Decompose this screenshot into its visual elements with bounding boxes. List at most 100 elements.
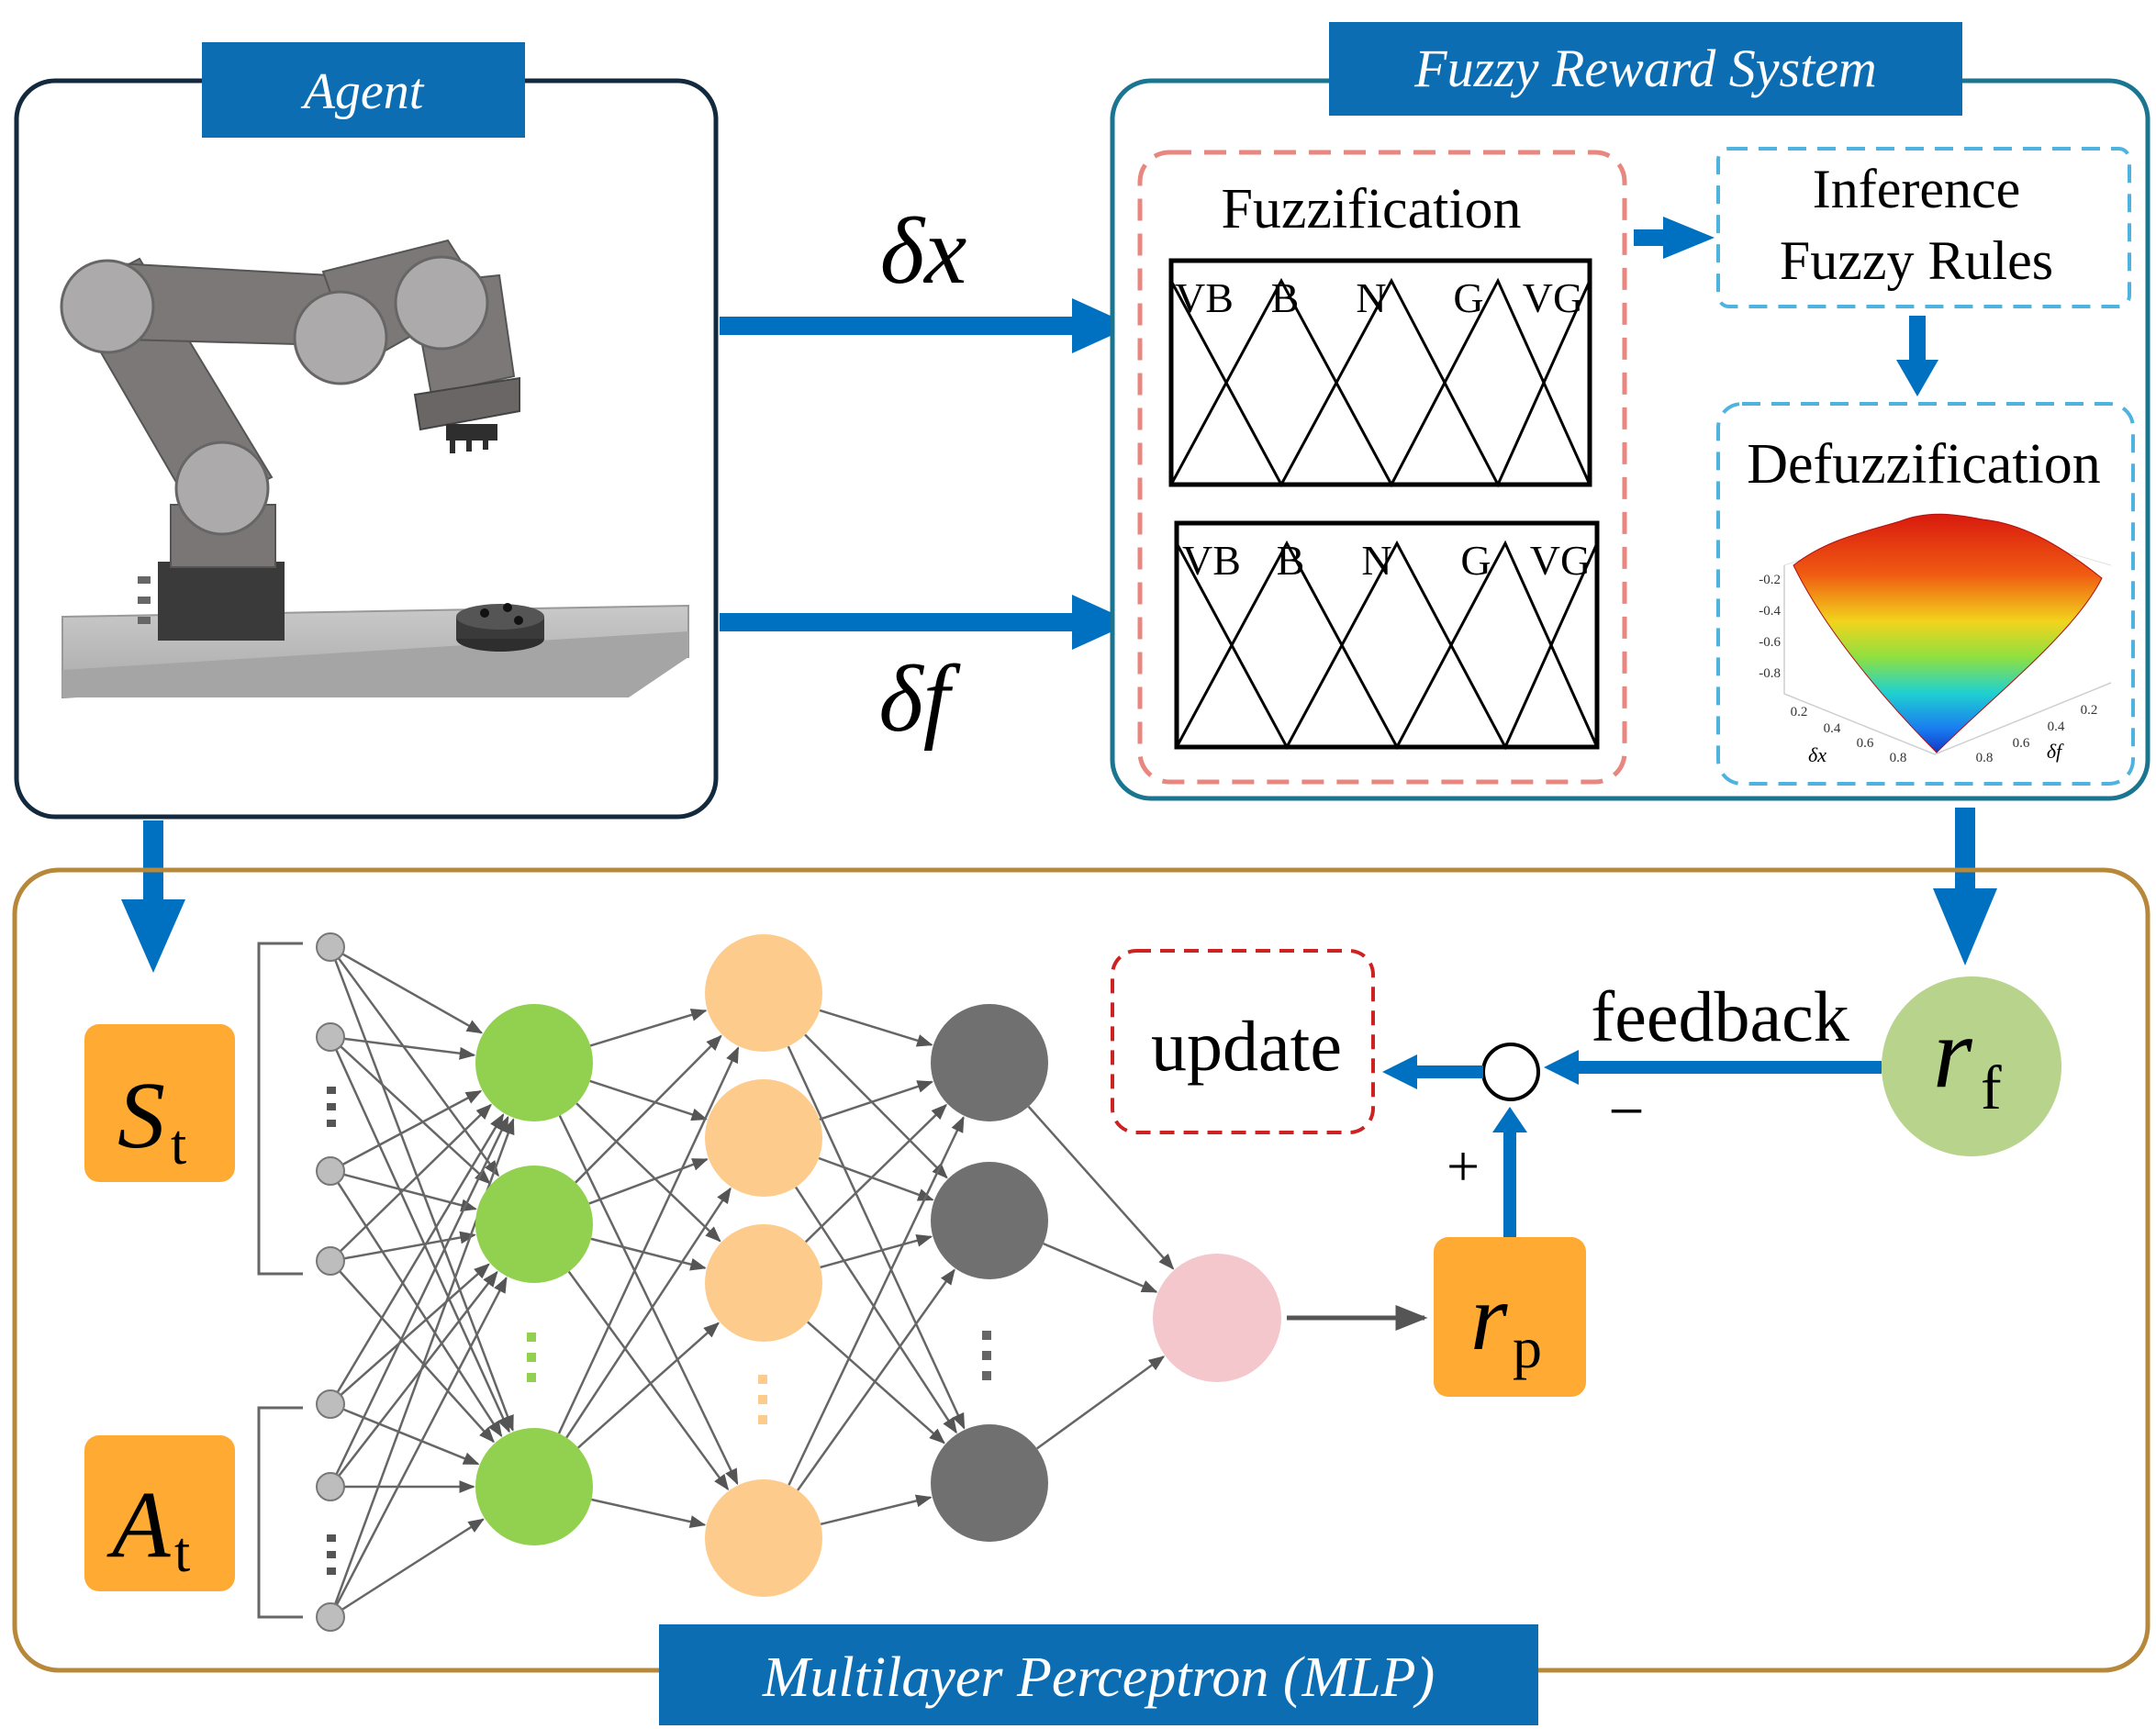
dot xyxy=(758,1395,767,1404)
set-label-vb: VB xyxy=(1182,537,1241,584)
table-front xyxy=(62,631,688,697)
defuzz-surface-plot: -0.2 -0.4 -0.6 -0.8 0.2 0.4 0.6 0.8 δx 0… xyxy=(1759,513,2112,766)
defuzzification-title: Defuzzification xyxy=(1747,433,2101,496)
fuzzification-title: Fuzzification xyxy=(1221,178,1521,240)
fuzz-to-inf-head xyxy=(1663,217,1715,259)
network-edge xyxy=(335,1049,510,1433)
update-label: update xyxy=(1151,1006,1342,1086)
fuzzy-header-box xyxy=(1329,22,1962,116)
action-bracket xyxy=(257,1406,303,1619)
dot xyxy=(327,1534,336,1542)
dot xyxy=(327,1567,336,1575)
inference-line2: Fuzzy Rules xyxy=(1780,230,2053,291)
state-box xyxy=(84,1024,235,1182)
network-edge xyxy=(338,1270,498,1477)
agent-header: Agent xyxy=(300,63,425,120)
network-edge xyxy=(339,1103,492,1253)
minus-sign: − xyxy=(1608,1076,1644,1147)
mlp-header-box xyxy=(659,1624,1538,1725)
network-edge xyxy=(794,1186,957,1434)
workpiece-top xyxy=(456,604,544,630)
network-edge xyxy=(342,1408,480,1466)
action-box xyxy=(84,1435,235,1591)
dot xyxy=(982,1371,991,1380)
network-edge xyxy=(343,1231,476,1260)
network-edge xyxy=(343,1037,476,1060)
rp-to-junction-head xyxy=(1492,1107,1527,1132)
network-edge xyxy=(589,1079,708,1121)
set-label-b: B xyxy=(1271,274,1300,321)
summing-junction xyxy=(1481,1043,1540,1101)
plot-axes xyxy=(1783,565,2112,755)
dot xyxy=(527,1353,536,1362)
output-neuron xyxy=(1153,1254,1281,1382)
update-box xyxy=(1111,949,1375,1134)
dot xyxy=(527,1373,536,1382)
network-edge xyxy=(558,1115,739,1486)
dx-arrow-shaft xyxy=(720,317,1078,335)
input-neuron xyxy=(316,1156,345,1186)
fuzzy-to-rf-head xyxy=(1933,888,1997,965)
network-edge xyxy=(804,1103,948,1244)
network-edge xyxy=(557,1046,740,1434)
defuzzification-box xyxy=(1716,402,2135,786)
network-edge xyxy=(341,1089,483,1166)
membership-lines-b xyxy=(1175,540,1599,751)
hidden3-neuron xyxy=(931,1162,1048,1279)
gripper-pin xyxy=(483,435,488,450)
z-tick: -0.4 xyxy=(1759,604,1781,619)
input-neuron xyxy=(316,932,345,962)
dot xyxy=(982,1331,991,1340)
fuzzy-to-rf-shaft xyxy=(1955,808,1975,892)
x-tick: 0.8 xyxy=(1890,751,1907,765)
base-pin xyxy=(138,597,151,604)
input-neuron xyxy=(316,1246,345,1276)
workpiece-hole xyxy=(503,603,512,612)
network-edge xyxy=(1036,1355,1166,1450)
network-edge xyxy=(343,1173,477,1212)
fuzzy-header: Fuzzy Reward System xyxy=(1413,39,1877,98)
rf-symbol: r xyxy=(1933,997,1973,1109)
base-pin xyxy=(138,617,151,624)
network-edge xyxy=(820,1234,933,1269)
y-tick: 0.6 xyxy=(2013,736,2030,751)
hidden3-neuron xyxy=(931,1004,1048,1121)
dot xyxy=(327,1087,336,1094)
network-edge xyxy=(337,957,499,1177)
network-nodes xyxy=(316,932,1281,1632)
network-edge xyxy=(787,1045,966,1430)
set-label-vb: VB xyxy=(1175,274,1234,321)
robot-arm-illustration xyxy=(60,239,689,699)
network-edge xyxy=(335,1115,509,1476)
network-edge xyxy=(1027,1105,1175,1270)
workpiece-hole xyxy=(514,616,523,625)
agent-to-mlp-shaft xyxy=(143,820,163,903)
hidden1-neuron xyxy=(475,1428,593,1545)
dot xyxy=(527,1333,536,1342)
set-label-n: N xyxy=(1361,537,1391,584)
fuzzification-box xyxy=(1137,150,1627,785)
dot xyxy=(982,1351,991,1360)
y-axis-label: δf xyxy=(2047,740,2064,763)
feedback-arrow-shaft xyxy=(1575,1061,1882,1074)
x-tick: 0.2 xyxy=(1791,705,1808,719)
df-label: δf xyxy=(878,646,960,752)
network-edge xyxy=(819,1080,934,1121)
dot xyxy=(327,1120,336,1127)
dx-label: δx xyxy=(880,198,967,304)
network-edge xyxy=(575,1102,721,1243)
network-edge xyxy=(565,1187,732,1439)
df-arrow-shaft xyxy=(720,613,1078,631)
network-edge xyxy=(591,1498,707,1528)
gripper-pin xyxy=(466,437,472,452)
rp-symbol: r xyxy=(1470,1265,1508,1370)
z-tick: -0.8 xyxy=(1759,666,1781,681)
ellipsis-dots xyxy=(327,1087,991,1575)
membership-lines-b xyxy=(1169,277,1592,488)
junction-to-update-shaft xyxy=(1413,1065,1483,1078)
input-neuron xyxy=(316,1389,345,1419)
fuzz-to-inf-shaft xyxy=(1634,229,1667,246)
agent-panel: Agent xyxy=(14,42,719,820)
membership-grid-df: VB B N G VG xyxy=(1174,520,1600,751)
